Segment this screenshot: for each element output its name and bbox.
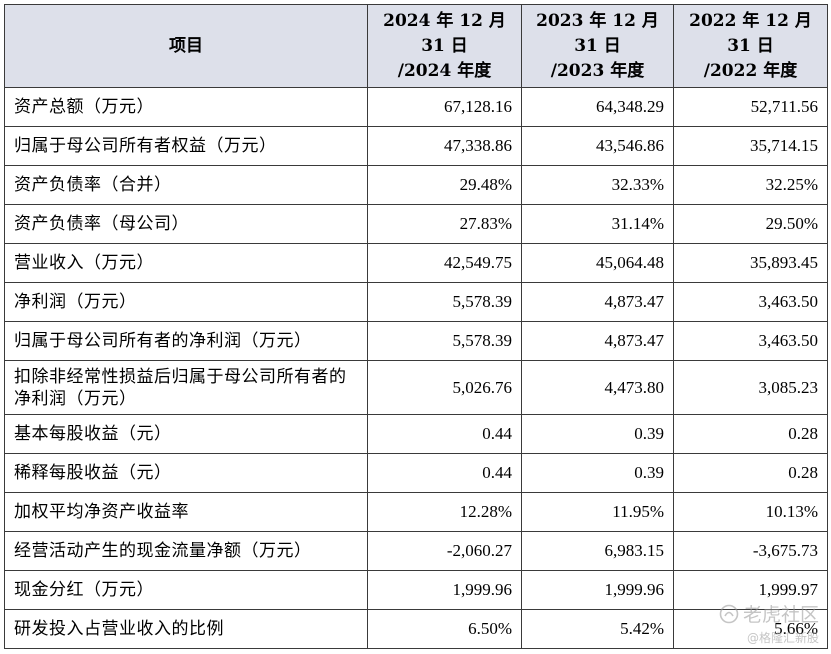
- value-2023: 43,546.86: [521, 126, 674, 166]
- value-2023: 4,873.47: [521, 282, 674, 322]
- table-row: 基本每股收益（元） 0.44 0.39 0.28: [4, 414, 828, 454]
- table-row: 经营活动产生的现金流量净额（万元） -2,060.27 6,983.15 -3,675…: [4, 531, 828, 571]
- value-2023: 5.42%: [521, 609, 674, 649]
- header-2024: 2024 年 12 月 31 日 /2024 年度: [367, 4, 522, 88]
- row-label: 研发投入占营业收入的比例: [4, 609, 368, 649]
- value-2024: 0.44: [367, 453, 522, 493]
- value-2022: 1,999.97: [673, 570, 828, 610]
- header-2023: 2023 年 12 月 31 日 /2023 年度: [521, 4, 674, 88]
- row-label: 经营活动产生的现金流量净额（万元）: [4, 531, 368, 571]
- value-2024: 29.48%: [367, 165, 522, 205]
- value-2024: 67,128.16: [367, 87, 522, 127]
- row-label: 资产总额（万元）: [4, 87, 368, 127]
- table-row: 加权平均净资产收益率 12.28% 11.95% 10.13%: [4, 492, 828, 532]
- value-2024: 1,999.96: [367, 570, 522, 610]
- table-row: 资产负债率（合并） 29.48% 32.33% 32.25%: [4, 165, 828, 205]
- row-label: 扣除非经常性损益后归属于母公司所有者的净利润（万元）: [4, 360, 368, 415]
- value-2023: 6,983.15: [521, 531, 674, 571]
- row-label: 归属于母公司所有者的净利润（万元）: [4, 321, 368, 361]
- financial-table: 项目 2024 年 12 月 31 日 /2024 年度 2023 年 12 月…: [4, 4, 828, 649]
- row-label: 净利润（万元）: [4, 282, 368, 322]
- value-2024: 27.83%: [367, 204, 522, 244]
- row-label: 归属于母公司所有者权益（万元）: [4, 126, 368, 166]
- table-row: 净利润（万元） 5,578.39 4,873.47 3,463.50: [4, 282, 828, 322]
- header-row: 项目 2024 年 12 月 31 日 /2024 年度 2023 年 12 月…: [4, 4, 828, 88]
- table-body: 资产总额（万元） 67,128.16 64,348.29 52,711.56 归属于母公…: [4, 87, 828, 649]
- value-2022: 35,893.45: [673, 243, 828, 283]
- table-row: 研发投入占营业收入的比例 6.50% 5.42% 5.66%: [4, 609, 828, 649]
- value-2023: 4,873.47: [521, 321, 674, 361]
- value-2022: -3,675.73: [673, 531, 828, 571]
- value-2024: 5,026.76: [367, 360, 522, 415]
- value-2023: 1,999.96: [521, 570, 674, 610]
- row-label: 稀释每股收益（元）: [4, 453, 368, 493]
- value-2022: 5.66%: [673, 609, 828, 649]
- value-2022: 52,711.56: [673, 87, 828, 127]
- value-2022: 32.25%: [673, 165, 828, 205]
- row-label: 加权平均净资产收益率: [4, 492, 368, 532]
- table-row: 营业收入（万元） 42,549.75 45,064.48 35,893.45: [4, 243, 828, 283]
- table-row: 稀释每股收益（元） 0.44 0.39 0.28: [4, 453, 828, 493]
- value-2022: 3,463.50: [673, 321, 828, 361]
- row-label: 资产负债率（母公司）: [4, 204, 368, 244]
- value-2023: 31.14%: [521, 204, 674, 244]
- table-row: 资产负债率（母公司） 27.83% 31.14% 29.50%: [4, 204, 828, 244]
- row-label: 现金分红（万元）: [4, 570, 368, 610]
- value-2022: 35,714.15: [673, 126, 828, 166]
- value-2022: 0.28: [673, 453, 828, 493]
- table-row: 归属于母公司所有者的净利润（万元） 5,578.39 4,873.47 3,463.5…: [4, 321, 828, 361]
- value-2023: 0.39: [521, 414, 674, 454]
- value-2022: 3,085.23: [673, 360, 828, 415]
- value-2024: 42,549.75: [367, 243, 522, 283]
- row-label: 资产负债率（合并）: [4, 165, 368, 205]
- value-2024: 12.28%: [367, 492, 522, 532]
- value-2023: 4,473.80: [521, 360, 674, 415]
- table-header: 项目 2024 年 12 月 31 日 /2024 年度 2023 年 12 月…: [4, 4, 828, 88]
- value-2022: 0.28: [673, 414, 828, 454]
- value-2023: 0.39: [521, 453, 674, 493]
- value-2024: 6.50%: [367, 609, 522, 649]
- value-2024: 5,578.39: [367, 282, 522, 322]
- table-row: 现金分红（万元） 1,999.96 1,999.96 1,999.97: [4, 570, 828, 610]
- value-2023: 64,348.29: [521, 87, 674, 127]
- value-2024: 47,338.86: [367, 126, 522, 166]
- table-row: 资产总额（万元） 67,128.16 64,348.29 52,711.56: [4, 87, 828, 127]
- value-2022: 10.13%: [673, 492, 828, 532]
- table-row: 扣除非经常性损益后归属于母公司所有者的净利润（万元） 5,026.76 4,473.…: [4, 360, 828, 415]
- header-2022: 2022 年 12 月 31 日 /2022 年度: [673, 4, 828, 88]
- value-2023: 45,064.48: [521, 243, 674, 283]
- row-label: 基本每股收益（元）: [4, 414, 368, 454]
- row-label: 营业收入（万元）: [4, 243, 368, 283]
- value-2023: 11.95%: [521, 492, 674, 532]
- value-2022: 29.50%: [673, 204, 828, 244]
- header-item: 项目: [4, 4, 368, 88]
- value-2024: 5,578.39: [367, 321, 522, 361]
- value-2024: 0.44: [367, 414, 522, 454]
- table-row: 归属于母公司所有者权益（万元） 47,338.86 43,546.86 35,714.…: [4, 126, 828, 166]
- value-2022: 3,463.50: [673, 282, 828, 322]
- value-2023: 32.33%: [521, 165, 674, 205]
- value-2024: -2,060.27: [367, 531, 522, 571]
